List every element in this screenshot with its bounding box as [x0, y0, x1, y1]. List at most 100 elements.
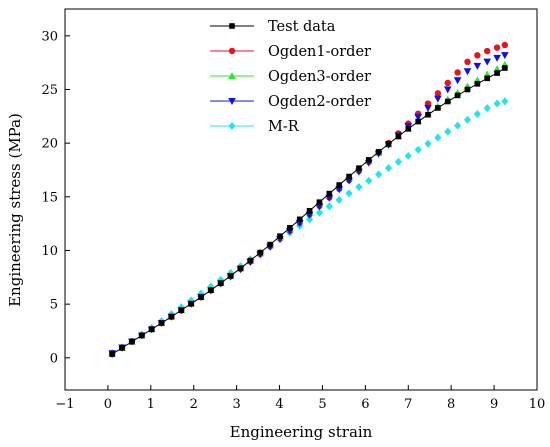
x-tick-label: 9: [490, 397, 498, 412]
data-point-test-data: [208, 287, 214, 293]
plot-frame: [64, 8, 538, 391]
data-point-m-r: [493, 99, 501, 108]
data-point-test-data: [356, 165, 362, 171]
legend-item-test-data: Test data: [210, 19, 336, 35]
legend-item-ogden1-order: Ogden1-order: [210, 44, 371, 60]
y-axis-title: Engineering stress (MPa): [6, 113, 24, 307]
legend-item-m-r: M-R: [210, 119, 300, 135]
x-tick-label: 6: [361, 397, 369, 412]
y-tick-label: 15: [41, 190, 58, 205]
data-point-test-data: [296, 216, 303, 223]
data-point-m-r: [365, 176, 373, 185]
data-point-ogden1-order: [454, 69, 461, 76]
legend-label: Ogden3-order: [268, 69, 371, 85]
data-point-m-r: [355, 183, 363, 192]
x-tick-label: 1: [147, 397, 155, 412]
x-axis-title: Engineering strain: [230, 423, 373, 441]
data-point-test-data: [178, 307, 185, 314]
data-point-test-data: [168, 313, 175, 320]
x-tick-label: 5: [318, 397, 326, 412]
y-tick-label: 5: [50, 298, 58, 313]
data-point-test-data: [454, 92, 461, 99]
x-tick-label: 3: [232, 397, 240, 412]
data-point-m-r: [394, 157, 403, 166]
legend-label: M-R: [268, 119, 300, 135]
y-tick-label: 20: [41, 137, 58, 152]
x-tick-label: 7: [404, 397, 412, 412]
y-tick-label: 30: [41, 29, 58, 44]
legend-item-ogden3-order: Ogden3-order: [210, 69, 371, 85]
data-point-test-data: [484, 75, 491, 82]
x-tick-label: 8: [447, 397, 455, 412]
legend-marker: [228, 47, 236, 55]
data-point-test-data: [464, 86, 471, 93]
x-tick-label: 2: [190, 397, 198, 412]
data-point-test-data: [326, 190, 333, 197]
data-point-test-data: [385, 141, 392, 147]
data-point-test-data: [267, 241, 273, 248]
legend-label: Test data: [268, 19, 336, 35]
data-point-ogden2-order: [345, 177, 353, 185]
legend-marker: [228, 122, 236, 130]
data-point-ogden1-order: [464, 58, 471, 66]
data-point-ogden2-order: [483, 58, 492, 66]
data-point-m-r: [404, 151, 412, 160]
data-point-test-data: [415, 118, 421, 125]
data-point-test-data: [336, 182, 342, 188]
y-tick-label: 25: [41, 83, 58, 98]
data-point-ogden1-order: [434, 90, 442, 97]
data-point-m-r: [325, 202, 333, 211]
data-point-ogden2-order: [315, 203, 324, 211]
data-point-test-data: [435, 105, 441, 111]
data-point-ogden2-order: [463, 68, 472, 76]
legend-marker: [229, 23, 235, 29]
data-point-m-r: [375, 170, 383, 179]
data-point-ogden2-order: [325, 194, 334, 202]
data-point-m-r: [414, 145, 422, 154]
data-point-ogden2-order: [473, 62, 482, 70]
data-point-test-data: [444, 98, 451, 105]
data-point-ogden1-order: [493, 44, 501, 51]
data-point-m-r: [335, 195, 343, 204]
data-point-ogden2-order: [443, 86, 452, 94]
data-point-test-data: [188, 300, 194, 307]
data-point-test-data: [257, 249, 264, 256]
data-point-test-data: [158, 320, 165, 326]
data-point-test-data: [502, 65, 508, 71]
data-point-test-data: [365, 157, 372, 163]
data-point-ogden2-order: [501, 52, 509, 60]
data-point-test-data: [395, 133, 402, 140]
y-axis-ticks: 0 5 10 15 20 25 30: [41, 29, 70, 366]
data-point-m-r: [444, 127, 452, 136]
data-point-ogden2-order: [434, 95, 442, 103]
legend-label: Ogden2-order: [268, 94, 371, 110]
data-point-test-data: [227, 273, 234, 279]
legend-item-ogden2-order: Ogden2-order: [210, 94, 371, 110]
data-point-ogden2-order: [424, 104, 432, 112]
legend: Test data Ogden1-order Ogden3-order Ogden2-…: [210, 19, 371, 135]
x-tick-label: 0: [104, 397, 112, 412]
data-point-m-r: [501, 97, 509, 106]
data-point-test-data: [405, 125, 412, 132]
data-point-test-data: [375, 149, 382, 155]
data-point-m-r: [305, 215, 314, 224]
data-point-ogden2-order: [414, 114, 422, 122]
data-point-m-r: [315, 208, 324, 217]
data-point-test-data: [119, 345, 125, 351]
data-point-test-data: [237, 265, 244, 272]
data-point-test-data: [139, 332, 145, 339]
data-point-test-data: [109, 351, 115, 357]
y-tick-label: 0: [50, 351, 58, 366]
data-point-test-data: [217, 280, 224, 286]
data-point-ogden1-order: [484, 47, 491, 55]
data-point-test-data: [494, 70, 500, 76]
data-point-ogden1-order: [474, 52, 481, 59]
data-point-test-data: [287, 225, 293, 231]
data-point-m-r: [473, 109, 481, 118]
data-point-test-data: [316, 199, 323, 205]
data-point-test-data: [425, 111, 431, 118]
data-point-m-r: [463, 115, 472, 124]
series-layer: [108, 41, 509, 359]
data-point-m-r: [345, 189, 353, 198]
